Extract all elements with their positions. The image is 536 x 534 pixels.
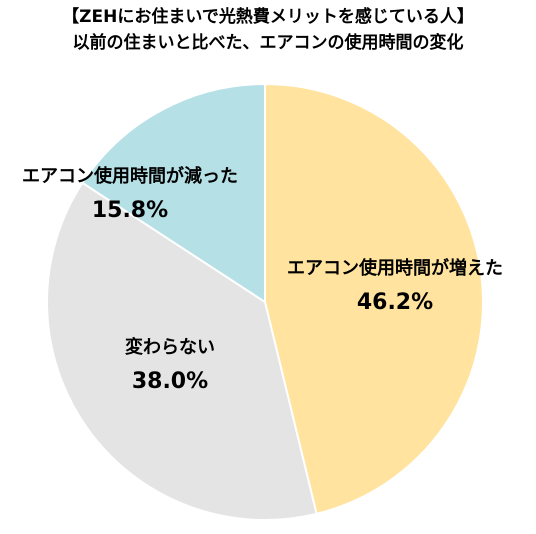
slice-label-1: 変わらない: [125, 336, 215, 358]
pie-slice-0: [264, 82, 485, 516]
slice-label-2: エアコン使用時間が減った: [22, 165, 238, 187]
pie-labels: エアコン使用時間が増えた 46.2% 変わらない 38.0% エアコン使用時間が減った 1…: [22, 165, 503, 394]
chart-title: 【ZEHにお住まいで光熱費メリットを感じている人】 以前の住まいと比べた、エアコ…: [0, 4, 536, 56]
slice-value-1: 38.0%: [132, 369, 208, 394]
pie-slice-1: [46, 181, 318, 521]
slice-value-0: 46.2%: [357, 290, 433, 315]
slice-label-0: エアコン使用時間が増えた: [287, 257, 503, 279]
pie-slice-2: [81, 82, 266, 304]
chart-title-line-1: 【ZEHにお住まいで光熱費メリットを感じている人】: [62, 7, 474, 27]
chart-title-line-2: 以前の住まいと比べた、エアコンの使用時間の変化: [72, 33, 464, 53]
pie-slices: [46, 82, 485, 521]
slice-value-2: 15.8%: [92, 198, 168, 223]
